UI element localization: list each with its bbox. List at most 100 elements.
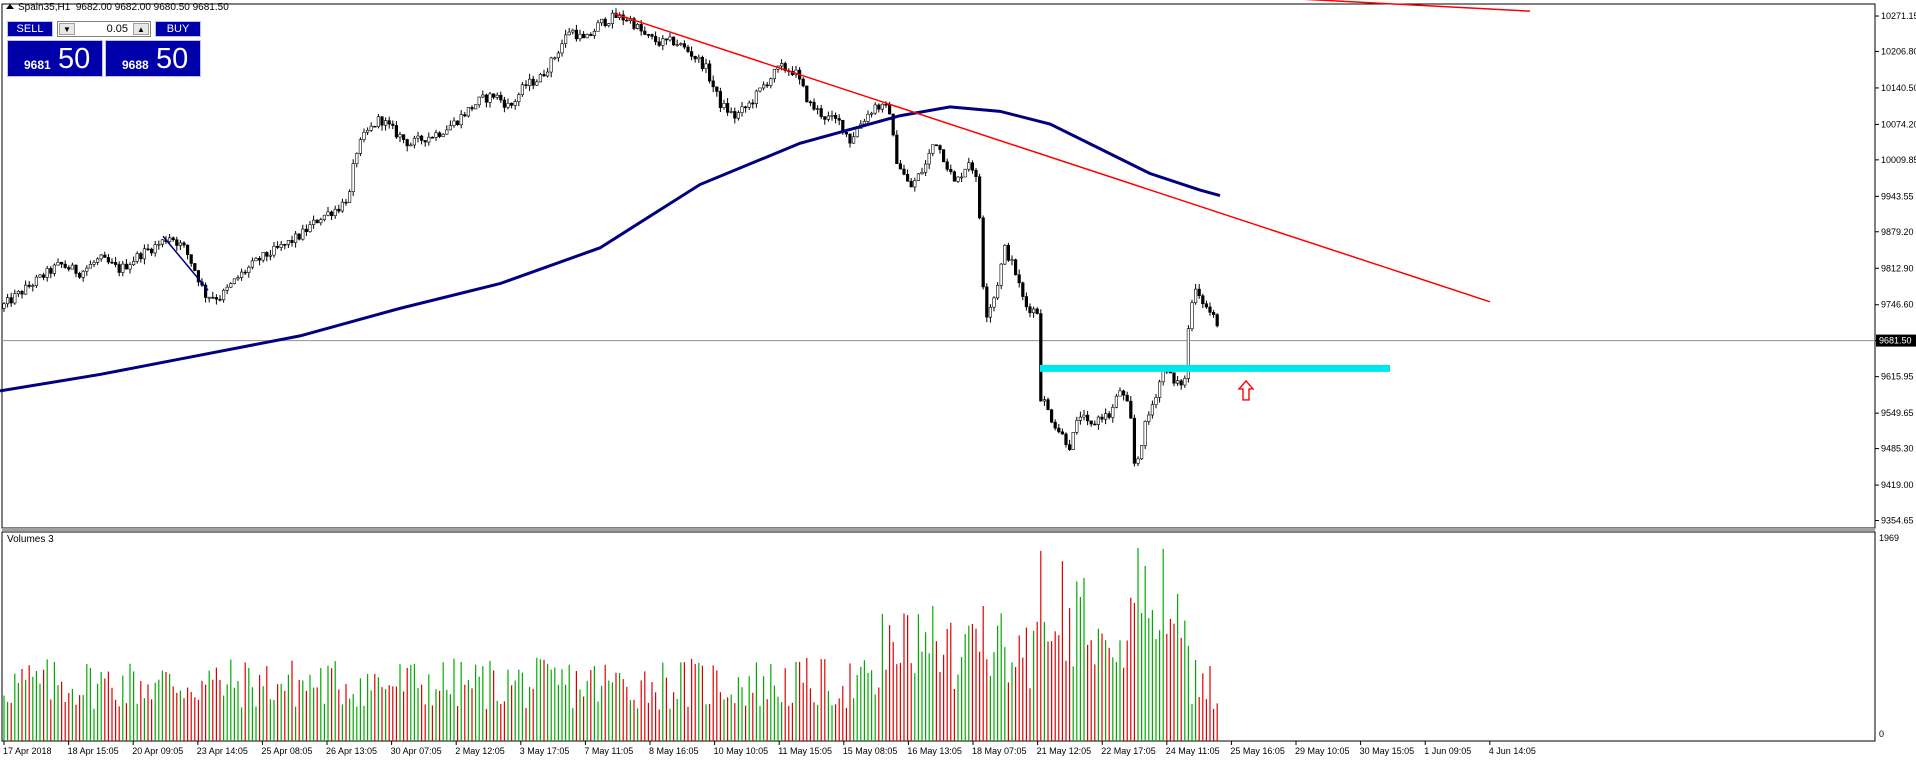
time-tick-label: 2 May 12:05 — [455, 746, 505, 756]
candle-body — [556, 52, 560, 59]
candle-body — [524, 84, 528, 86]
buy-button[interactable]: BUY — [155, 21, 201, 37]
candle-body — [711, 80, 715, 88]
candle-body — [833, 115, 838, 119]
candle-body — [1075, 420, 1079, 433]
candle-body — [1032, 308, 1036, 314]
candle-body — [916, 173, 920, 181]
trendline[interactable] — [162, 235, 209, 291]
candle-body — [171, 237, 175, 241]
candle-body — [1096, 416, 1100, 425]
candle-body — [1122, 390, 1126, 396]
candle-body — [977, 176, 982, 219]
candle-body — [495, 94, 499, 98]
candle-body — [970, 162, 974, 171]
candle-body — [153, 244, 157, 254]
trendline[interactable] — [614, 13, 1491, 303]
candle-body — [826, 115, 830, 120]
candle-body — [581, 33, 586, 39]
candle-body — [85, 267, 89, 272]
candle-body — [1046, 399, 1050, 411]
candle-body — [603, 18, 607, 26]
candle-body — [13, 293, 17, 304]
lot-increase-icon[interactable]: ▲ — [133, 23, 149, 35]
candle-body — [1006, 244, 1010, 261]
candle-body — [1186, 328, 1190, 379]
time-tick-label: 8 May 16:05 — [649, 746, 699, 756]
candle-body — [722, 103, 726, 109]
candle-body — [337, 208, 341, 212]
candle-body — [106, 257, 110, 263]
candle-body — [139, 253, 143, 260]
collapse-arrow-icon[interactable] — [6, 4, 14, 9]
price-tick-label: 9549.65 — [1881, 408, 1914, 418]
candle-body — [625, 19, 629, 22]
candle-body — [574, 29, 578, 40]
candle-body — [506, 102, 510, 108]
candle-body — [124, 263, 128, 270]
candle-body — [671, 36, 676, 46]
candle-body — [1057, 427, 1061, 433]
candle-body — [254, 258, 258, 262]
candle-body — [682, 43, 686, 48]
candle-body — [499, 94, 503, 101]
volume-max-label: 1969 — [1879, 533, 1899, 543]
candle-body — [293, 233, 298, 243]
candle-body — [1140, 445, 1144, 460]
time-tick-label: 18 May 07:05 — [972, 746, 1027, 756]
time-tick-label: 1 Jun 09:05 — [1424, 746, 1471, 756]
candle-body — [401, 134, 406, 140]
candle-body — [41, 274, 46, 278]
candle-body — [934, 144, 938, 147]
candle-body — [117, 264, 121, 273]
buy-price-box[interactable]: 9688 50 — [105, 40, 201, 77]
lot-size-input[interactable]: ▼ 0.05 ▲ — [57, 21, 151, 37]
candle-body — [236, 277, 240, 280]
candle-body — [909, 180, 913, 188]
time-tick-label: 25 Apr 08:05 — [261, 746, 312, 756]
candle-body — [448, 125, 453, 131]
price-tick-label: 9879.20 — [1881, 227, 1914, 237]
candle-body — [772, 68, 776, 80]
moving-average-line[interactable] — [0, 105, 1221, 393]
candle-body — [114, 262, 118, 265]
time-tick-label: 21 May 12:05 — [1037, 746, 1092, 756]
panel-divider[interactable] — [2, 528, 1875, 531]
candle-body — [956, 176, 960, 182]
candle-body — [1100, 416, 1104, 420]
support-zone-line[interactable] — [1040, 364, 1390, 372]
candle-body — [733, 111, 737, 119]
candle-body — [225, 286, 229, 291]
candle-body — [261, 252, 265, 261]
sell-price-box[interactable]: 9681 50 — [7, 40, 103, 77]
buy-price-small: 9688 — [122, 58, 149, 72]
sell-button[interactable]: SELL — [7, 21, 53, 37]
price-tick-label: 10074.20 — [1881, 119, 1916, 129]
candle-body — [45, 268, 49, 278]
time-tick-label: 30 May 15:05 — [1360, 746, 1415, 756]
candle-body — [23, 284, 28, 295]
lot-decrease-icon[interactable]: ▼ — [59, 23, 75, 35]
candle-body — [884, 103, 888, 106]
candle-body — [635, 24, 640, 29]
candle-body — [376, 116, 381, 127]
candle-body — [1125, 394, 1129, 402]
candle-body — [761, 84, 766, 89]
up-arrow-icon[interactable] — [1237, 379, 1255, 401]
candle-body — [128, 264, 132, 270]
lot-size-value[interactable]: 0.05 — [106, 23, 128, 35]
candle-body — [931, 144, 935, 154]
main-chart-frame — [1, 3, 1876, 529]
trendline[interactable] — [1185, 0, 1531, 12]
candle-body — [686, 46, 690, 52]
candle-body — [1060, 431, 1064, 435]
candle-body — [383, 120, 388, 126]
candle-body — [952, 171, 956, 182]
candle-body — [531, 78, 535, 86]
candle-body — [887, 104, 892, 115]
candle-body — [1212, 312, 1216, 315]
candle-body — [311, 219, 316, 225]
candle-body — [553, 57, 557, 60]
candle-body — [78, 273, 82, 278]
